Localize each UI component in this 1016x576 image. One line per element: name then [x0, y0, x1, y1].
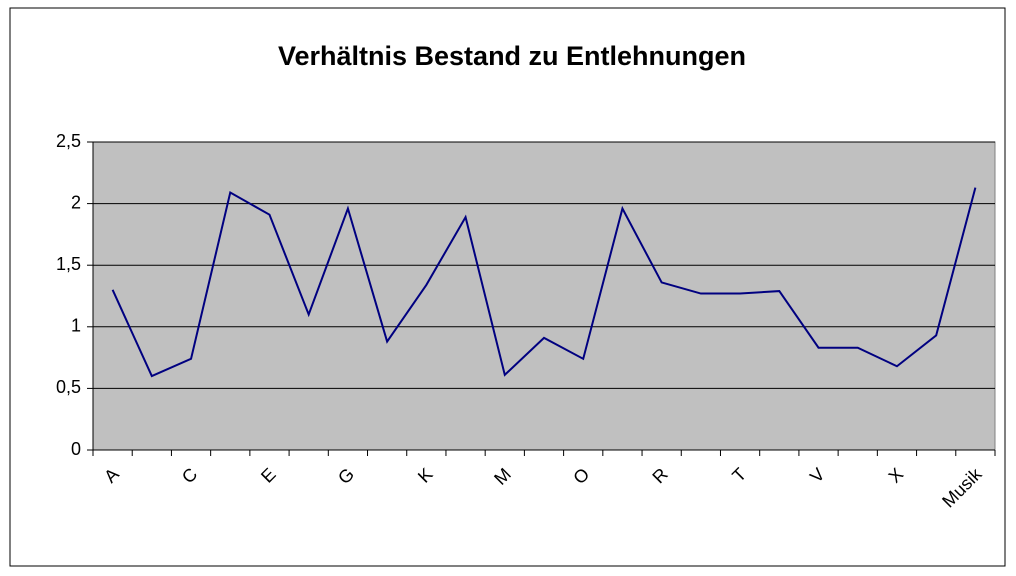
y-tick-label: 2 [71, 192, 81, 212]
y-tick-label: 0,5 [56, 377, 81, 397]
plot-area [92, 141, 996, 451]
chart-title: Verhältnis Bestand zu Entlehnungen [278, 41, 746, 71]
y-tick-label: 2,5 [56, 131, 81, 151]
line-series [111, 187, 977, 378]
y-tick-label: 1 [71, 316, 81, 336]
y-tick-label: 1,5 [56, 254, 81, 274]
y-tick-label: 0 [71, 439, 81, 459]
